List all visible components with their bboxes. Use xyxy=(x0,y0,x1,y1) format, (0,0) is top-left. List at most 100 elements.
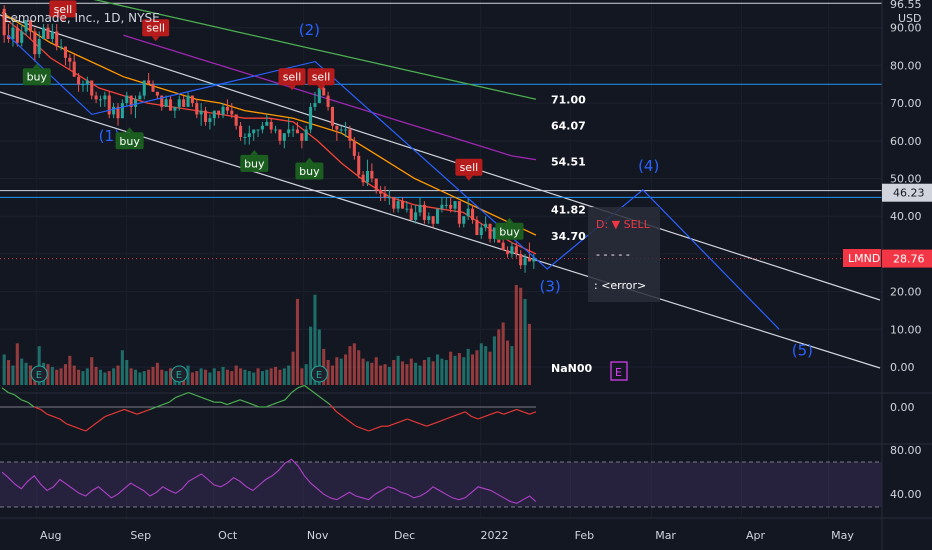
candle-body xyxy=(212,110,216,119)
sell-signal[interactable]: sell xyxy=(307,68,335,91)
signal-pointer xyxy=(32,63,41,69)
volume-bar xyxy=(514,285,518,385)
volume-bar xyxy=(466,348,470,385)
volume-bar xyxy=(7,360,11,385)
candle-body xyxy=(147,80,151,85)
candle-body xyxy=(379,189,383,194)
earnings-marker-future[interactable]: E xyxy=(610,361,628,381)
candle-body xyxy=(444,204,448,206)
volume-bar xyxy=(81,371,85,385)
candle-body xyxy=(195,103,199,115)
volume-bar xyxy=(199,368,203,385)
volume-bar xyxy=(484,346,488,385)
candle-body xyxy=(2,8,6,36)
channel-lower-line[interactable] xyxy=(0,91,881,369)
wave-label: (1) xyxy=(99,127,120,145)
strategy-error: : <error> xyxy=(594,279,646,292)
candle-body xyxy=(523,257,527,266)
earnings-marker[interactable] xyxy=(30,365,48,383)
earnings-marker-letter: E xyxy=(36,370,42,381)
time-tick-label: 2022 xyxy=(481,529,509,542)
oscillator-line xyxy=(471,416,479,420)
symbol-label: LMND xyxy=(848,252,880,265)
candle-body xyxy=(400,201,405,209)
candle-body xyxy=(208,118,212,122)
volume-bar xyxy=(449,351,453,385)
candle-body xyxy=(278,129,282,141)
volume-bar xyxy=(471,354,475,385)
oscillator-line xyxy=(207,399,215,403)
volume-bar xyxy=(282,368,286,385)
earnings-marker[interactable] xyxy=(310,365,328,383)
buy-signal[interactable]: buy xyxy=(295,157,324,180)
signal-bg xyxy=(307,68,335,86)
volume-bar xyxy=(278,369,282,385)
candle-body xyxy=(313,103,317,107)
candle-body xyxy=(168,99,173,111)
candle-body xyxy=(20,31,24,43)
oscillator-line xyxy=(143,408,151,413)
sell-signal[interactable]: sell xyxy=(278,68,306,91)
signal-label: sell xyxy=(54,3,73,16)
volume-bar xyxy=(90,357,94,385)
sell-signal[interactable]: sell xyxy=(49,0,77,23)
volume-bar xyxy=(247,371,251,385)
candle-body xyxy=(77,76,81,85)
oscillator-line xyxy=(419,423,427,427)
time-axis: Aug Sep Oct Nov Dec 2022 Feb Mar Apr May xyxy=(40,529,854,542)
oscillator-line xyxy=(484,413,492,418)
volume-bar xyxy=(160,369,164,385)
volume-bar xyxy=(344,354,348,385)
elliott-wave-line[interactable] xyxy=(7,34,780,330)
price-tick-label: 70.00 xyxy=(890,97,922,110)
candle-body xyxy=(186,95,190,107)
price-top-label: 96.55 xyxy=(890,0,922,11)
buy-signal[interactable]: buy xyxy=(22,63,51,86)
volume-bar xyxy=(225,369,229,385)
earnings-marker-letter: E xyxy=(176,370,182,381)
volume-bar xyxy=(506,340,510,385)
signal-label: sell xyxy=(460,161,479,174)
candle-body xyxy=(243,137,247,139)
candle-body xyxy=(204,110,208,122)
volume-bar xyxy=(103,372,107,385)
buy-signal[interactable]: buy xyxy=(495,217,524,240)
signal-label: buy xyxy=(299,165,320,178)
volume-bar xyxy=(414,362,418,385)
candle-body xyxy=(475,219,479,236)
oscillator-line xyxy=(503,411,511,415)
buy-signal[interactable]: buy xyxy=(115,127,144,150)
volume-bar xyxy=(107,371,111,385)
volume-bar xyxy=(383,364,387,385)
volume-bar xyxy=(256,368,260,385)
volume-bar xyxy=(129,368,133,385)
candle-body xyxy=(107,95,111,115)
volume-bar xyxy=(63,364,67,385)
volume-bar xyxy=(405,364,409,385)
signal-bg xyxy=(295,162,324,180)
price-tick-label: 10.00 xyxy=(890,323,922,336)
volume-bar xyxy=(304,364,308,385)
oscillator-line xyxy=(149,406,157,410)
sell-signal[interactable]: sell xyxy=(455,158,483,181)
earnings-marker[interactable] xyxy=(170,365,188,383)
oscillator-line xyxy=(72,425,80,430)
oscillator-line xyxy=(497,411,505,415)
signal-pointer xyxy=(58,17,67,23)
volume-bar xyxy=(523,298,527,385)
candle-body xyxy=(50,31,54,40)
time-tick-label: Oct xyxy=(218,529,238,542)
candle-body xyxy=(72,61,76,77)
chart-labels: 71.00 64.07 54.51 41.82 34.70 xyxy=(551,93,586,243)
buy-signal[interactable]: buy xyxy=(240,149,269,172)
volume-bar xyxy=(497,329,501,385)
channel-upper-line[interactable] xyxy=(0,14,881,301)
sell-signal[interactable]: sell xyxy=(142,19,170,42)
oscillator-line xyxy=(323,399,331,406)
volume-bar xyxy=(462,357,466,385)
oscillator-tick-label: 0.00 xyxy=(890,401,915,414)
volume-bar xyxy=(501,322,505,385)
candle-body xyxy=(466,208,470,217)
oscillator-line xyxy=(374,425,382,430)
